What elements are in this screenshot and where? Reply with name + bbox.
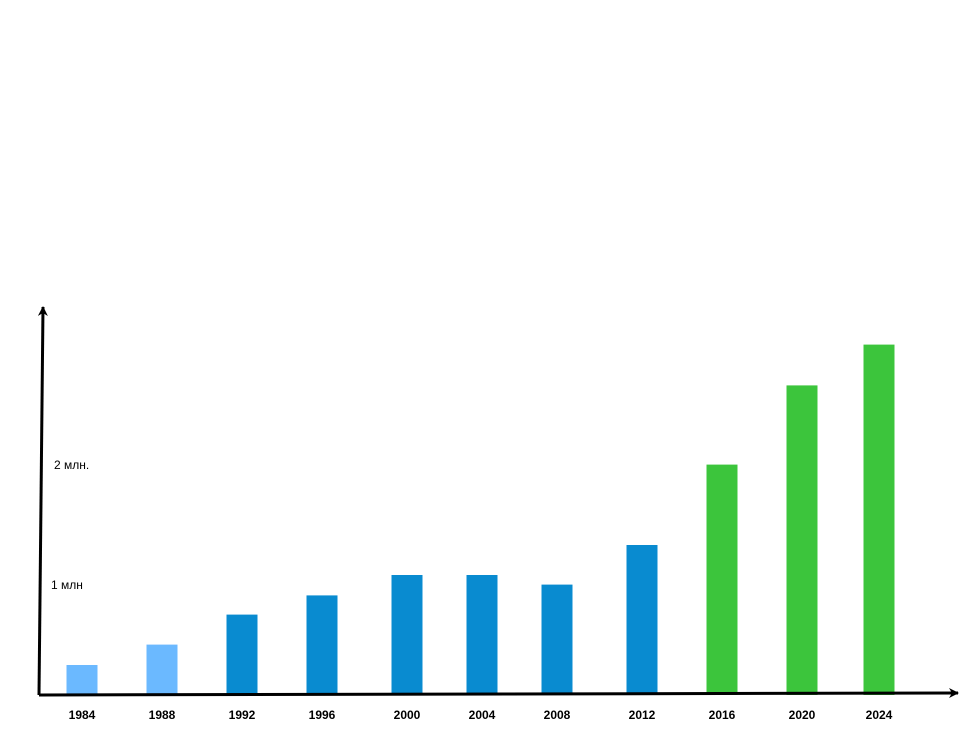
bar-1984 [66,665,98,695]
x-tick-label-1988: 1988 [149,708,176,722]
y-tick-labels: 1 млн 2 млн. [51,458,89,592]
y-axis [37,306,48,696]
bar-2016 [706,464,738,695]
x-tick-label-1996: 1996 [309,708,336,722]
x-tick-labels: 1984 1988 1992 1996 2000 2004 2008 2012 2016 2020… [69,708,893,722]
bar-2008 [541,584,573,695]
bar-1992 [226,614,258,695]
bar-2020 [786,385,818,695]
x-tick-label-2004: 2004 [469,708,496,722]
x-tick-label-2000: 2000 [394,708,421,722]
x-tick-label-2008: 2008 [544,708,571,722]
x-tick-label-1984: 1984 [69,708,96,722]
x-tick-label-2016: 2016 [709,708,736,722]
bars-group [66,344,895,695]
x-tick-label-2012: 2012 [629,708,656,722]
bar-2012 [626,545,658,695]
y-tick-label-2: 2 млн. [54,458,89,472]
y-tick-label-1: 1 млн [51,578,83,592]
x-axis [38,688,959,699]
x-tick-label-2020: 2020 [789,708,816,722]
bar-1996 [306,595,338,695]
bar-2000 [391,575,423,695]
bar-2024 [863,344,895,695]
bar-2004 [466,575,498,695]
x-tick-label-1992: 1992 [229,708,256,722]
bar-1988 [146,644,178,695]
x-tick-label-2024: 2024 [866,708,893,722]
